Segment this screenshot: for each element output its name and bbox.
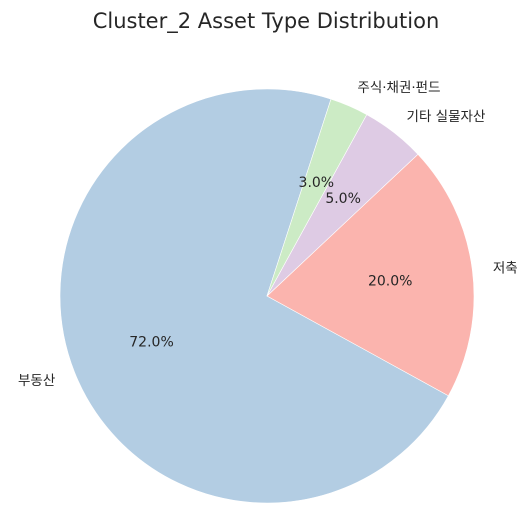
slice-label-2: 저축 <box>493 260 518 276</box>
pie-slice-4 <box>266 98 368 297</box>
slice-percent-3: 5.0% <box>325 191 361 207</box>
chart-title: Cluster_2 Asset Type Distribution <box>93 9 440 34</box>
slice-label-4: 주식·채권·펀드 <box>357 80 440 96</box>
pie-slice-2 <box>266 153 475 397</box>
slice-label-3: 기타 실물자산 <box>407 109 486 125</box>
pie-slices <box>59 88 475 504</box>
slice-label-1: 부동산 <box>18 373 55 389</box>
pie-labels: 부동산 72.0% 저축 20.0% 기타 실물자산 5.0% 주식·채권·펀드 3.0% <box>18 80 518 389</box>
pie-slice-1 <box>59 88 449 504</box>
slice-percent-4: 3.0% <box>299 175 335 191</box>
slice-percent-1: 72.0% <box>129 335 173 351</box>
slice-percent-2: 20.0% <box>368 273 412 289</box>
